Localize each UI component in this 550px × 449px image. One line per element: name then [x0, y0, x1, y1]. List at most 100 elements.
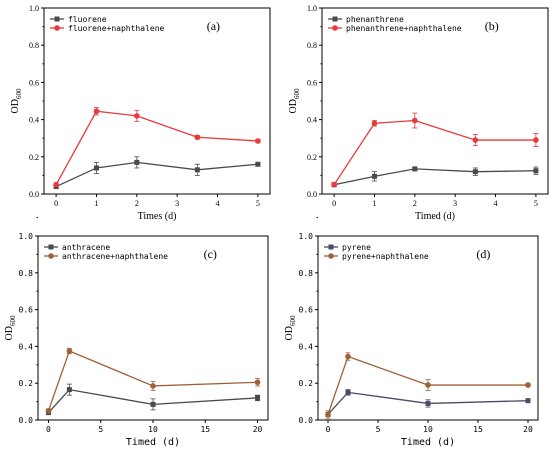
panel-2-y-tick-label: 0.2: [307, 153, 317, 162]
panel-3-y-tick-label: 0.2: [19, 379, 34, 388]
panel-1-series-2-point: [194, 134, 201, 141]
panel-2-legend-1-marker: [332, 16, 338, 22]
panel-2-plot-frame: [321, 7, 549, 195]
panel-3-panel-label: (c): [204, 247, 217, 261]
panel-2-x-axis-label: Timed (d): [415, 211, 455, 222]
panel-2-series-2-point: [331, 181, 337, 188]
panel-1-series-2-point: [134, 113, 140, 119]
panel-2-legend-1-label: phenanthrene: [346, 15, 404, 24]
panel-4-legend-2-label: pyrene+naphthalene: [342, 252, 429, 261]
panel-1-series-1-point: [134, 159, 140, 165]
panel-1-series-2-line: [55, 110, 258, 186]
panel-1-x-tick-label: 1: [94, 199, 98, 208]
panel-3-x-tick-label: 20: [253, 425, 263, 434]
panel-3-x-tick-label: 10: [148, 425, 158, 434]
panel-1-x-axis-label: Times (d): [138, 211, 177, 222]
panel-2-series-2-line: [333, 119, 536, 186]
panel-4-x-tick-label: 20: [523, 425, 533, 434]
panel-3-legend-1-label: anthracene: [62, 243, 110, 252]
panel-1-x-tick-label: 0: [54, 199, 58, 208]
panel-4-x-tick-label: 5: [376, 425, 381, 434]
panel-1-y-tick-label: 0.4: [29, 116, 39, 125]
panel-3-series-1-point: [66, 387, 72, 393]
panel-3-series-2-point: [150, 383, 156, 389]
panel-2-series-1-point: [472, 169, 478, 175]
panel-2-x-tick-label: 3: [453, 199, 457, 208]
panel-1-x-tick-label: 2: [135, 199, 139, 208]
panel-4-series-1-point: [425, 400, 431, 406]
panel-1-legend-1-label: fluorene: [68, 15, 107, 24]
panel-3-y-tick-label: 0.6: [19, 306, 34, 315]
panel-1-panel-label: (a): [207, 19, 220, 33]
panel-1-x-tick-label: 5: [256, 199, 260, 208]
panel-2-x-tick-label: 1: [372, 199, 376, 208]
panel-1-x-tick-label: 4: [216, 199, 220, 208]
panel-1-y-tick-label: 0.0: [29, 190, 39, 199]
panel-2-series-1-point: [412, 166, 418, 172]
panel-2-series-2-point: [371, 120, 378, 127]
panel-3-y-tick-label: 1.0: [19, 232, 34, 241]
panel-1-y-tick-label: 1.0: [29, 4, 39, 13]
panel-3-x-axis-label: Timed (d): [126, 437, 180, 448]
panel-4-y-tick-label: 0.4: [299, 342, 314, 351]
panel-3-y-axis-label: OD600: [4, 315, 17, 340]
panel-1-series-1-point: [93, 165, 99, 171]
panel-1-series-2-point: [93, 108, 100, 115]
panel-4-legend-1-marker: [328, 244, 334, 250]
panel-1-legend-2-label: fluorene+naphthalene: [68, 24, 165, 33]
panel-3-x-tick-label: 0: [46, 425, 51, 434]
panel-2-y-tick-label: 0.8: [307, 41, 317, 50]
panel-3-series-1-point: [255, 395, 261, 401]
panel-3-series-1-point: [150, 401, 156, 407]
panel-4-panel-label: (d): [476, 247, 490, 261]
panel-4-series-2-point: [345, 353, 351, 360]
panel-2-series-2-point: [412, 117, 418, 124]
panel-2-y-tick-label: 0.4: [307, 116, 317, 125]
panel-2-series-1-point: [371, 173, 377, 179]
panel-4-series-2-line: [327, 355, 528, 415]
panel-3-series-2-point: [254, 379, 261, 386]
panel-1-series-1-point: [255, 161, 261, 167]
panel-2-series-2-point: [472, 137, 479, 143]
panel-2-legend-2-marker: [332, 25, 338, 31]
panel-3-x-tick-label: 5: [98, 425, 103, 434]
panel-2-y-tick-label: 0.0: [307, 190, 317, 199]
panel-4-series-2-point: [425, 382, 431, 388]
panel-2-x-tick-label: 2: [413, 199, 417, 208]
panel-3-series-2-point: [66, 348, 73, 354]
panel-3-plot-frame: [37, 235, 269, 421]
panel-2-x-tick-label: 0: [332, 199, 336, 208]
panel-4-x-tick-label: 10: [423, 425, 433, 434]
panel-3-x-tick-label: 15: [200, 425, 210, 434]
panel-3-y-tick-label: 0.0: [19, 416, 34, 425]
panel-1-y-tick-label: 0.2: [29, 153, 39, 162]
panel-3-legend-1-marker: [48, 244, 54, 250]
panel-1-legend-1-marker: [54, 16, 60, 22]
panel-1-legend-2-marker: [54, 25, 60, 31]
panel-2-y-tick-label: 1.0: [307, 4, 317, 13]
panel-3-legend-2-marker: [48, 253, 54, 259]
panel-2-x-tick-label: 4: [494, 199, 498, 208]
panel-1-y-tick-label: 0.6: [29, 78, 39, 87]
panel-3-legend-2-label: anthracene+naphthalene: [62, 252, 168, 261]
panel-4-series-1-point: [525, 398, 531, 404]
panel-4-y-tick-label: 0.6: [299, 306, 314, 315]
panel-4-x-axis-label: Timed (d): [401, 437, 455, 448]
panel-2-series-2-point: [533, 137, 539, 143]
panel-4-legend-2-marker: [328, 253, 334, 259]
panel-3-series-1-line: [47, 388, 258, 414]
panel-4-y-tick-label: 1.0: [299, 232, 314, 241]
panel-4-legend-1-label: pyrene: [342, 243, 371, 252]
panel-1-series-1-line: [55, 161, 258, 188]
panel-1-series-2-point: [255, 138, 261, 144]
panel-2-panel-label: (b): [485, 19, 499, 33]
panel-2-series-1-point: [533, 168, 539, 174]
panel-4-series-1-point: [345, 389, 351, 395]
panel-4-x-tick-label: 15: [473, 425, 483, 434]
panel-1-series-1-point: [194, 167, 200, 173]
panel-1-y-axis-label: OD600: [10, 88, 23, 113]
panel-1-series-2-point: [53, 181, 59, 188]
panel-3-series-2-point: [45, 408, 52, 414]
panel-4-y-tick-label: 0.8: [299, 269, 314, 278]
